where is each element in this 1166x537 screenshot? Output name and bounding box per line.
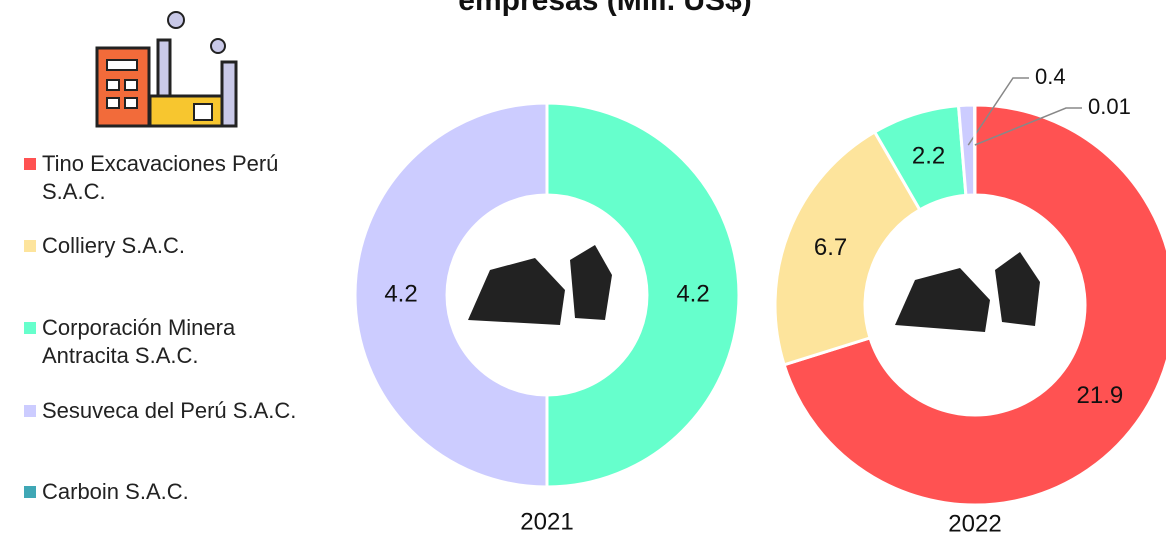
donut-slice [545,101,741,489]
leader-line [974,107,1082,146]
data-label: 0.01 [1088,94,1131,119]
data-label: 4.2 [676,280,709,307]
legend-swatch [24,322,36,334]
series-label: 2021 [520,508,573,535]
legend-label: Carboin S.A.C. [42,479,189,504]
factory-icon [95,11,238,128]
legend-label: Sesuveca del Perú S.A.C. [42,398,297,423]
donut-slice [773,129,922,367]
data-label: 0.4 [1035,64,1066,89]
chart-title: empresas (Mill. US$) [458,0,751,17]
coal-icon [468,245,1040,332]
series-label: 2022 [948,510,1001,537]
leader-line [967,77,1029,146]
legend-swatch [24,240,36,252]
legend-swatch [24,486,36,498]
legend-swatch [24,158,36,170]
data-label: 4.2 [384,280,417,307]
data-label: 21.9 [1077,382,1124,409]
legend-swatch [24,405,36,417]
legend-label: Colliery S.A.C. [42,233,186,258]
donut-slice [353,101,549,489]
data-label: 6.7 [814,234,847,261]
donut-slice [782,103,1166,507]
data-label: 2.2 [912,142,945,169]
legend-label: Corporación Minera Antracita S.A.C. [42,315,236,368]
legend-label: Tino Excavaciones Perú S.A.C. [42,151,279,204]
